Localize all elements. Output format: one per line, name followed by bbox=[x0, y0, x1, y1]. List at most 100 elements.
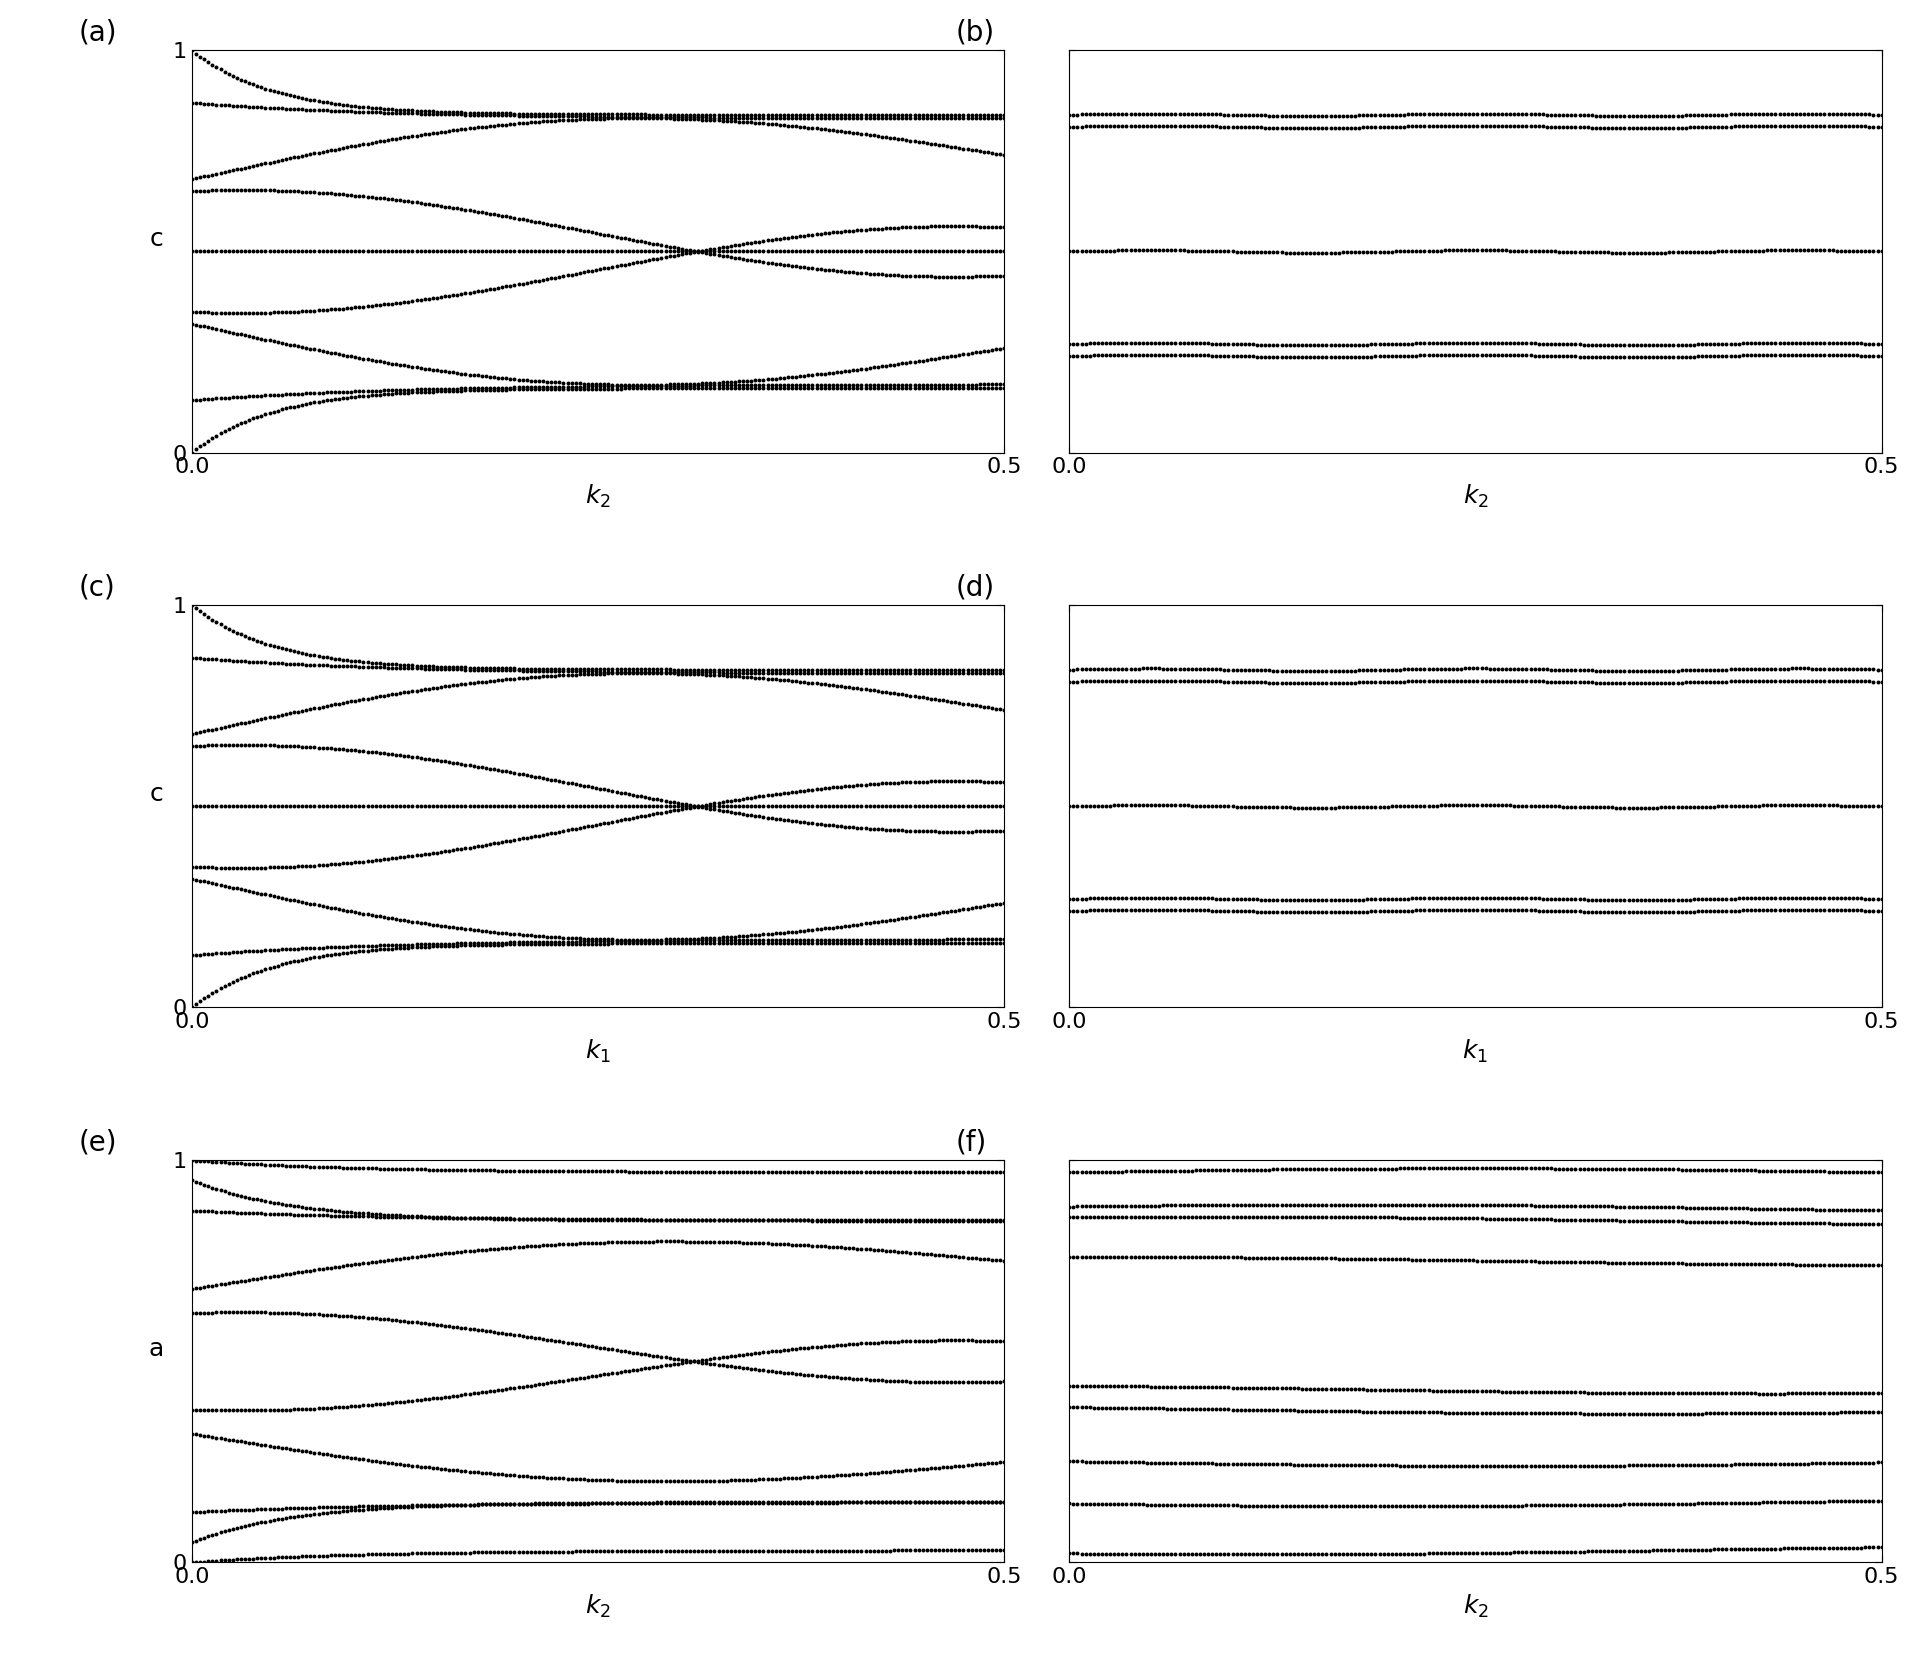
Point bbox=[430, 748, 461, 774]
Point bbox=[426, 1384, 457, 1411]
Point bbox=[238, 793, 269, 820]
Point bbox=[1511, 113, 1542, 139]
Point bbox=[1450, 329, 1480, 356]
Point bbox=[622, 104, 653, 131]
Point bbox=[361, 847, 392, 874]
Point bbox=[282, 380, 313, 407]
Point bbox=[1206, 655, 1236, 682]
Point bbox=[1388, 1452, 1419, 1478]
Point bbox=[1265, 239, 1296, 265]
Point bbox=[1388, 331, 1419, 358]
Point bbox=[1797, 1534, 1828, 1561]
Point bbox=[250, 793, 280, 820]
Point bbox=[238, 239, 269, 265]
Point bbox=[1336, 1541, 1367, 1567]
Point bbox=[202, 1176, 232, 1203]
Point bbox=[520, 1371, 551, 1398]
Point bbox=[1181, 897, 1212, 924]
Point bbox=[826, 375, 856, 402]
Point bbox=[384, 380, 415, 407]
Point bbox=[630, 239, 660, 265]
Point bbox=[1116, 101, 1146, 128]
Point bbox=[637, 655, 668, 682]
Point bbox=[1789, 667, 1820, 694]
Point bbox=[1308, 1156, 1338, 1183]
Point bbox=[964, 101, 995, 128]
Point bbox=[1503, 113, 1534, 139]
Point bbox=[351, 738, 382, 764]
Point bbox=[977, 818, 1008, 845]
Point bbox=[626, 375, 657, 402]
Point bbox=[670, 1537, 701, 1564]
Point bbox=[948, 926, 979, 953]
Point bbox=[641, 931, 672, 958]
Point bbox=[1225, 239, 1256, 265]
Point bbox=[870, 1236, 900, 1263]
Point bbox=[253, 648, 284, 675]
Point bbox=[449, 1238, 480, 1265]
Point bbox=[785, 363, 816, 390]
Point bbox=[394, 376, 424, 403]
Point bbox=[1816, 1450, 1847, 1477]
Point bbox=[858, 1460, 889, 1487]
Point bbox=[1605, 657, 1636, 684]
Point bbox=[1776, 667, 1807, 694]
Point bbox=[1140, 1394, 1171, 1421]
Point bbox=[282, 948, 313, 974]
Point bbox=[478, 1460, 509, 1487]
Point bbox=[785, 657, 816, 684]
Point bbox=[369, 381, 399, 408]
Point bbox=[1188, 1191, 1219, 1218]
Point bbox=[1254, 887, 1284, 914]
Point bbox=[684, 1490, 714, 1517]
Point bbox=[1500, 1191, 1530, 1218]
Point bbox=[626, 101, 657, 128]
Point bbox=[1200, 897, 1231, 924]
Point bbox=[1402, 655, 1432, 682]
Point bbox=[1254, 669, 1284, 696]
Point bbox=[1066, 1373, 1096, 1399]
Point bbox=[455, 361, 486, 388]
Point bbox=[728, 1230, 758, 1257]
Point bbox=[956, 1369, 987, 1396]
Point bbox=[532, 655, 563, 682]
Point bbox=[695, 101, 726, 128]
Point bbox=[253, 704, 284, 731]
Point bbox=[1425, 1205, 1455, 1231]
Point bbox=[361, 99, 392, 126]
Point bbox=[735, 929, 766, 956]
Point bbox=[609, 101, 639, 128]
Point bbox=[1519, 655, 1549, 682]
Point bbox=[1123, 655, 1154, 682]
Point bbox=[463, 114, 493, 141]
Point bbox=[895, 926, 925, 953]
Point bbox=[756, 227, 787, 254]
Point bbox=[687, 793, 718, 820]
Point bbox=[1809, 1196, 1839, 1223]
Point bbox=[438, 1492, 468, 1519]
Point bbox=[612, 660, 643, 687]
Point bbox=[1768, 897, 1799, 924]
Point bbox=[246, 732, 276, 759]
Point bbox=[1054, 1243, 1085, 1270]
Point bbox=[1094, 341, 1125, 368]
Point bbox=[1083, 1203, 1114, 1230]
Point bbox=[250, 732, 280, 759]
Point bbox=[764, 1159, 795, 1186]
Point bbox=[1265, 1203, 1296, 1230]
Point bbox=[801, 1206, 831, 1233]
Point bbox=[891, 104, 922, 131]
Point bbox=[263, 1396, 294, 1423]
Point bbox=[634, 793, 664, 820]
Point bbox=[973, 660, 1004, 687]
Point bbox=[1356, 669, 1386, 696]
Point bbox=[1398, 793, 1428, 820]
Point bbox=[1087, 1490, 1117, 1517]
Point bbox=[536, 1158, 566, 1184]
Point bbox=[989, 816, 1020, 843]
Point bbox=[250, 76, 280, 102]
Point bbox=[1156, 655, 1187, 682]
Point bbox=[1830, 101, 1860, 128]
Point bbox=[246, 1186, 276, 1213]
Point bbox=[912, 262, 943, 289]
